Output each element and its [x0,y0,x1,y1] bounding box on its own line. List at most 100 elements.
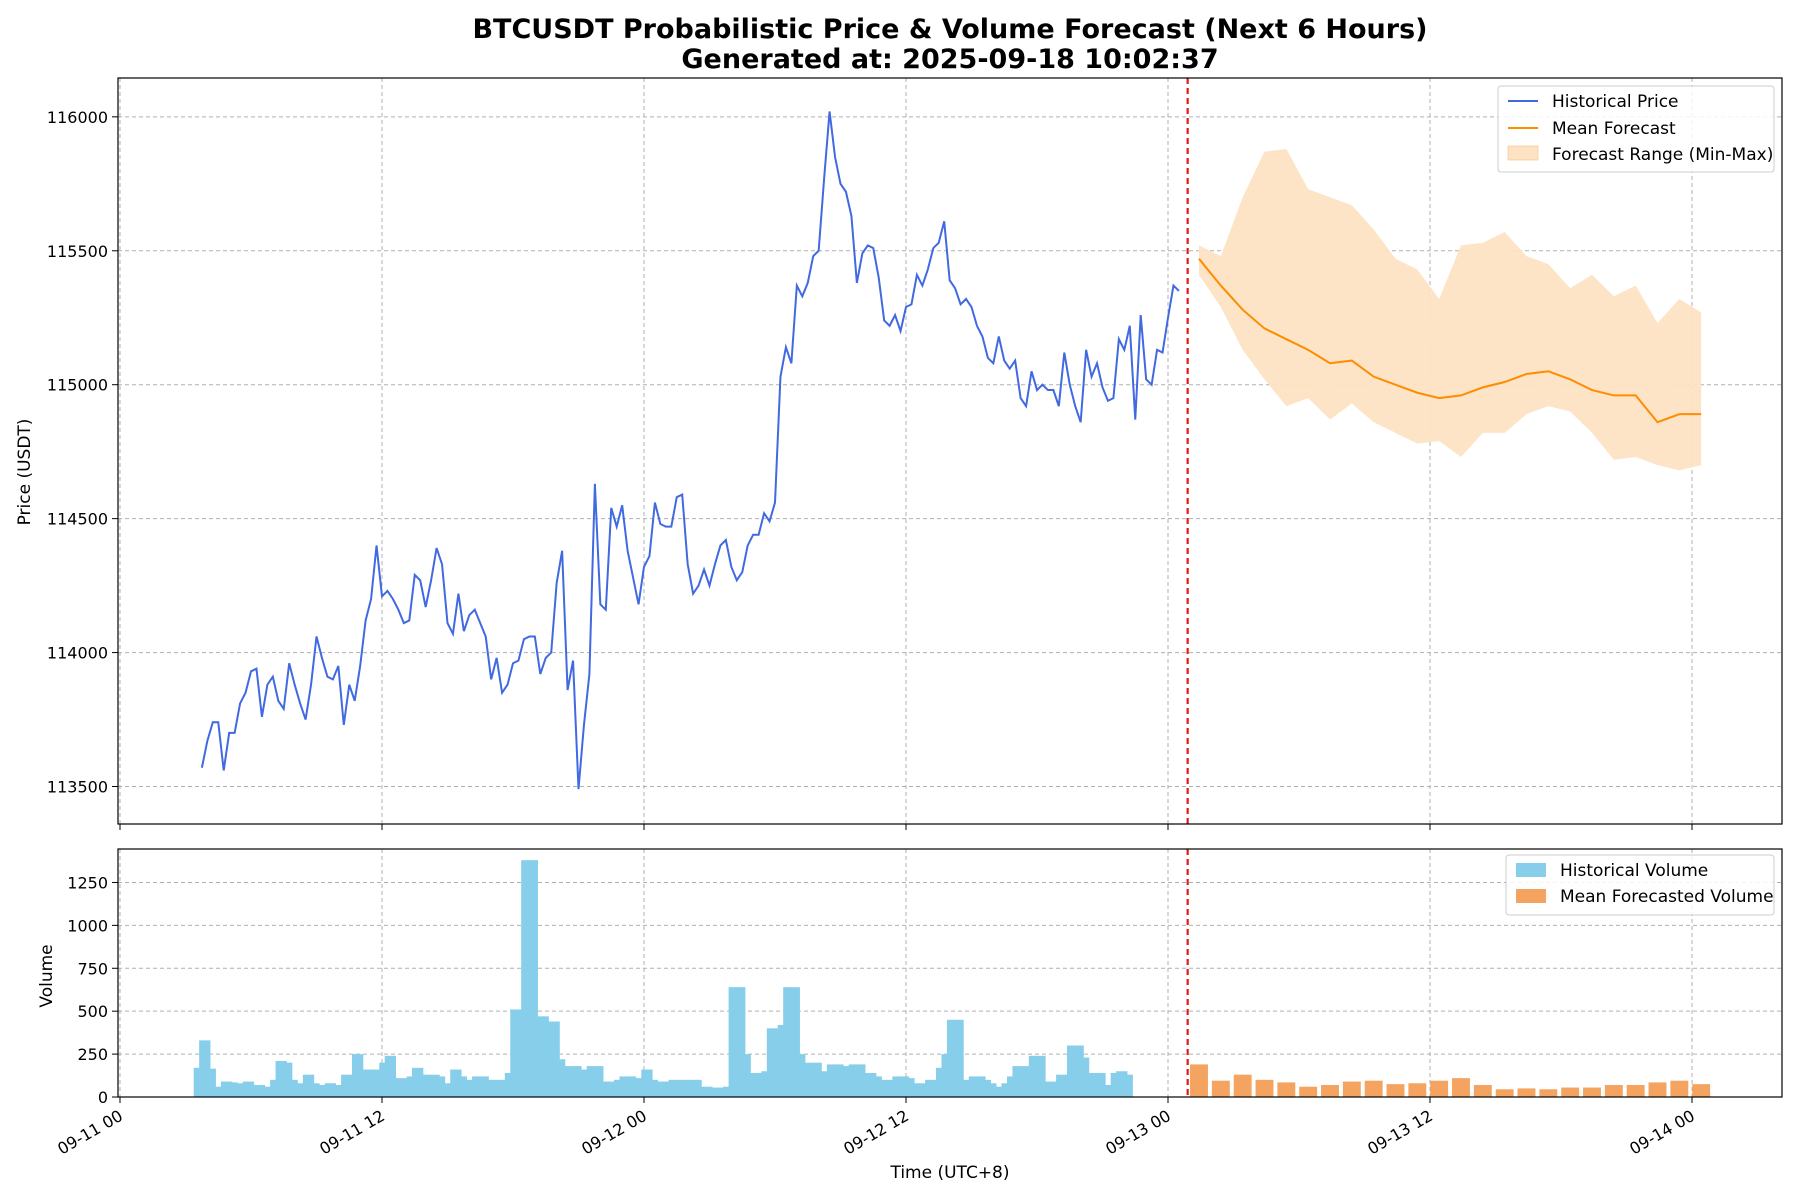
historical-volume-bar [575,1066,582,1097]
historical-volume-bar [679,1079,686,1097]
forecast-volume-bar [1473,1084,1492,1097]
historical-volume-bar [537,1016,544,1097]
historical-volume-bar [592,1066,599,1097]
historical-volume-bar [706,1086,713,1097]
historical-volume-bar [1045,1081,1052,1097]
historical-volume-bar [821,1071,828,1097]
volume-y-axis-label: Volume [37,944,57,1007]
historical-volume-bar [1121,1071,1128,1097]
historical-volume-bar [259,1084,266,1097]
historical-volume-bar [1094,1072,1101,1097]
historical-volume-bar [1001,1083,1008,1097]
historical-volume-bar [1088,1072,1095,1097]
historical-volume-bar [384,1055,391,1097]
price-y-axis-label: Price (USDT) [15,419,35,526]
historical-volume-bar [466,1079,473,1097]
historical-volume-bar [220,1081,227,1097]
historical-volume-bar [1127,1074,1133,1097]
volume-y-tick-label: 0 [98,1088,108,1107]
historical-volume-bar [854,1064,861,1097]
historical-volume-bar [264,1086,271,1097]
historical-volume-bar [646,1069,653,1097]
historical-volume-bar [341,1074,347,1097]
historical-volume-bar [521,860,528,1097]
historical-volume-bar [886,1079,893,1097]
historical-volume-bar [674,1079,680,1097]
historical-volume-bar [461,1076,468,1097]
x-axis-label: Time (UTC+8) [889,1163,1009,1183]
historical-volume-bar [324,1083,331,1097]
historical-volume-bar [204,1040,211,1097]
historical-volume-bar [346,1074,353,1097]
historical-volume-bar [985,1079,992,1097]
forecast-volume-bar [1430,1080,1449,1097]
historical-volume-bar [231,1082,238,1097]
price-y-tick-label: 115000 [47,376,108,395]
historical-volume-bar [635,1078,642,1097]
forecast-volume-bar [1408,1083,1427,1097]
historical-volume-bar [493,1079,500,1097]
historical-volume-bar [1012,1066,1019,1097]
historical-volume-bar [488,1079,495,1097]
historical-volume-bar [859,1064,866,1097]
forecast-volume-bar [1299,1086,1318,1097]
historical-volume-bar [1116,1071,1123,1097]
mean-forecast-line [1198,258,1702,424]
historical-volume-bar [313,1083,320,1097]
historical-volume-bar [952,1019,959,1097]
historical-volume-bar [597,1066,604,1097]
historical-volume-bar [663,1081,669,1097]
historical-volume-bar [1110,1072,1117,1097]
historical-volume-bar [297,1083,304,1097]
historical-volume-bar [543,1016,549,1097]
historical-volume-bar [717,1087,724,1097]
historical-volume-bar [357,1054,364,1097]
historical-volume-bar [532,860,538,1097]
historical-volume-bar [897,1076,904,1097]
historical-volume-bar [319,1084,326,1097]
legend-historical-price-label: Historical Price [1552,92,1679,112]
historical-volume-bar [903,1076,910,1097]
historical-volume-bar [275,1060,282,1097]
historical-volume-bar [379,1062,386,1097]
forecast-volume-bar [1255,1079,1274,1097]
forecast-volume-bar [1692,1084,1711,1097]
volume-y-tick-label: 250 [77,1045,108,1064]
historical-volume-bar [630,1076,637,1097]
historical-volume-bar [308,1074,315,1097]
historical-volume-bar [1050,1081,1057,1097]
historical-volume-bar [979,1076,986,1097]
forecast-volume-bar [1495,1089,1514,1097]
historical-volume-bar [553,1021,560,1097]
historical-volume-bar [1039,1055,1046,1097]
legend-forecast-volume-swatch [1516,889,1546,903]
forecast-volume-bar [1211,1080,1230,1097]
historical-volume-bar [766,1028,773,1097]
chart-title-line1: BTCUSDT Probabilistic Price & Volume For… [472,14,1427,45]
price-panel: 113500 114000 114500 115000 115500 116000 Hist… [47,77,1783,830]
forecast-volume-bar [1604,1084,1623,1097]
historical-volume-bar [772,1028,779,1097]
historical-volume-bar [351,1054,358,1097]
volume-y-tick-label: 1000 [67,916,108,935]
historical-volume-bar [613,1079,620,1097]
historical-volume-bar [794,987,800,1097]
historical-volume-bar [755,1072,762,1097]
historical-volume-bar [422,1074,429,1097]
forecast-range-band [1199,148,1702,471]
forecast-volume-bar [1626,1084,1645,1097]
historical-volume-bar [990,1083,997,1097]
historical-volume-bar [919,1083,926,1097]
volume-y-tick-label: 1250 [67,873,108,892]
historical-volume-bar [412,1067,418,1097]
historical-volume-bar [810,1062,817,1097]
historical-volume-bar [1083,1057,1090,1097]
historical-volume-bar [936,1067,942,1097]
historical-volume-bar [210,1068,216,1097]
volume-y-tick-label: 500 [77,1002,108,1021]
historical-volume-bar [930,1079,937,1097]
historical-volume-bar [559,1059,566,1097]
price-plot-frame [117,77,1783,825]
historical-volume-bar [881,1079,888,1097]
